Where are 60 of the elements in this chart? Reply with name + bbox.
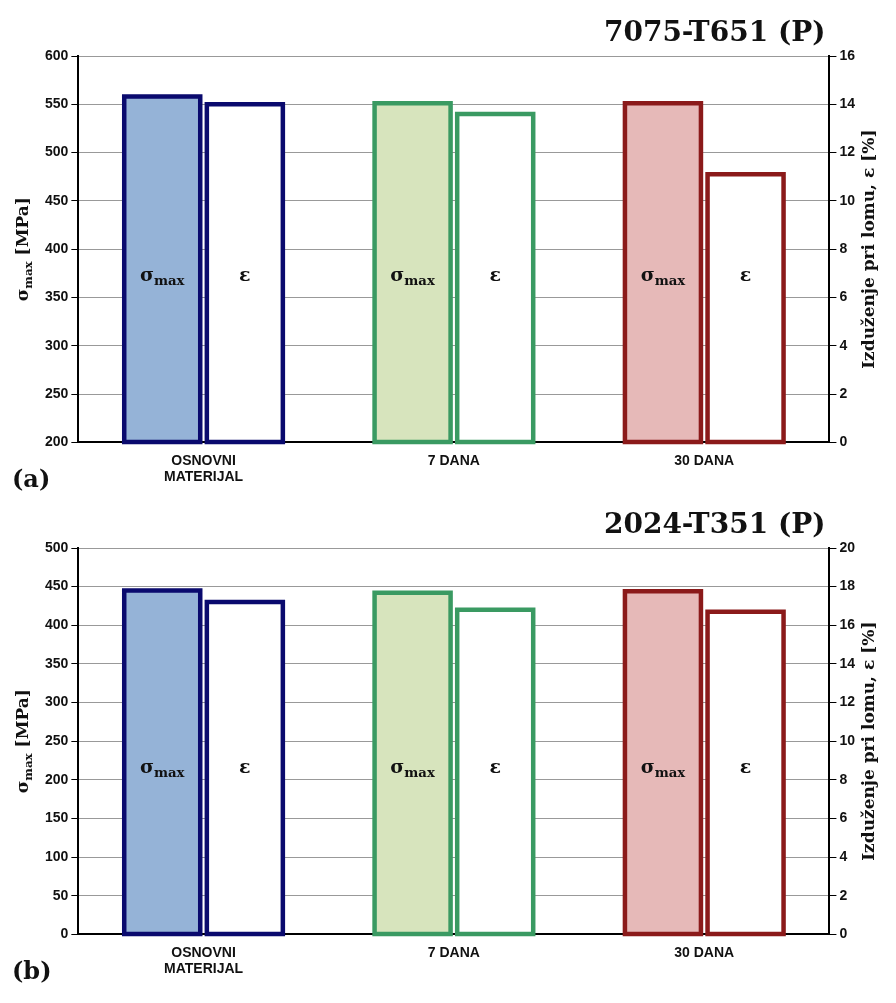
y-tick-label: 150 [45, 809, 69, 826]
y-tick-label: 400 [45, 240, 69, 257]
y2-tick-label: 12 [839, 143, 856, 160]
y2-tick-label: 16 [839, 616, 856, 633]
y2-tick-label: 2 [839, 886, 848, 903]
text: ε [489, 263, 501, 286]
y-tick-label: 100 [45, 847, 69, 864]
y2-tick-label: 6 [839, 288, 848, 305]
y-tick-label: 550 [45, 95, 69, 112]
x-tick-label: OSNOVNI MATERIJAL [164, 943, 244, 977]
y-tick-label: 600 [45, 46, 69, 63]
y2-tick-label: 2 [839, 384, 848, 401]
y2-tick-label: 8 [839, 770, 848, 787]
x-tick-label: OSNOVNI MATERIJAL [164, 451, 244, 485]
x-tick-label: 30 DANA [674, 451, 735, 468]
y2-tick-label: 4 [839, 847, 848, 864]
y-tick-label: 250 [45, 732, 69, 749]
y2-tick-label: 4 [839, 336, 848, 353]
y-tick-label: 300 [45, 336, 69, 353]
y2-tick-label: 14 [839, 654, 856, 671]
y2-tick-label: 20 [839, 538, 856, 555]
text: (b) [12, 955, 52, 985]
y-axis-title: σmax [MPa] [12, 197, 36, 302]
y2-axis-title: Izduženje pri lomu, ε [%] [858, 129, 879, 369]
y-tick-label: 350 [45, 654, 69, 671]
series-label: ε [739, 755, 752, 778]
y-tick-label: 450 [45, 191, 69, 208]
y2-tick-label: 12 [839, 693, 856, 710]
x-tick-label: 7 DANA [427, 943, 480, 960]
y2-tick-label: 8 [839, 240, 848, 257]
y-tick-label: 0 [60, 925, 69, 942]
text: ε [239, 263, 251, 286]
y-tick-label: 400 [45, 616, 69, 633]
text: ε [489, 755, 501, 778]
y-tick-label: 500 [45, 143, 69, 160]
y-tick-label: 450 [45, 577, 69, 594]
text: ε [239, 755, 251, 778]
y-tick-label: 500 [45, 538, 69, 555]
y-tick-label: 50 [52, 886, 69, 903]
y-tick-label: 200 [45, 770, 69, 787]
y2-tick-label: 6 [839, 809, 848, 826]
y2-tick-label: 14 [839, 95, 856, 112]
y2-axis-title: Izduženje pri lomu, ε [%] [858, 621, 879, 861]
x-tick-label: 7 DANA [427, 451, 480, 468]
y2-tick-label: 10 [839, 732, 856, 749]
y2-tick-label: 10 [839, 191, 856, 208]
y2-tick-label: 0 [839, 925, 848, 942]
x-tick-label: 30 DANA [674, 943, 735, 960]
y-tick-label: 250 [45, 384, 69, 401]
y2-tick-label: 18 [839, 577, 856, 594]
chart-title: 2024-T351 (P) [603, 507, 826, 541]
y-axis-title: σmax [MPa] [12, 689, 36, 794]
y-tick-label: 300 [45, 693, 69, 710]
y-tick-label: 350 [45, 288, 69, 305]
series-label: ε [739, 263, 752, 286]
chart-title: 7075-T651 (P) [603, 15, 826, 49]
y2-tick-label: 16 [839, 46, 856, 63]
y-tick-label: 200 [45, 433, 69, 450]
text: (a) [12, 463, 51, 493]
y2-tick-label: 0 [839, 433, 848, 450]
